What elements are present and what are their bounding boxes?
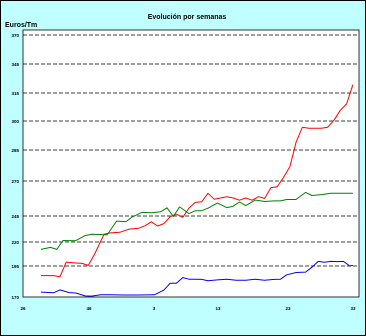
series-line-1: [41, 84, 354, 278]
chart-title: Evolución por semanas: [148, 14, 227, 21]
x-tick-label: 46: [86, 306, 92, 311]
x-tick-label: 3: [153, 306, 156, 311]
y-tick-label: 345: [11, 62, 19, 67]
x-tick-label: 33: [350, 306, 356, 311]
y-tick-label: 220: [11, 240, 19, 245]
y-tick-labels: 170 195 220 245 270 285 300 315 345 370: [11, 33, 19, 300]
y-tick-label: 195: [11, 264, 19, 269]
x-tick-label: 26: [20, 306, 26, 311]
plot-area: [23, 30, 359, 297]
y-tick-label: 170: [11, 295, 19, 300]
x-tick-label: 23: [285, 306, 291, 311]
y-tick-label: 370: [11, 33, 19, 38]
series-line-2: [40, 191, 353, 250]
gridlines: [23, 34, 359, 267]
y-tick-label: 270: [11, 179, 19, 184]
x-tick-label: 13: [215, 306, 221, 311]
y-tick-label: 315: [11, 91, 19, 96]
y-tick-label: 245: [11, 214, 19, 219]
x-tick-labels: 26 46 3 13 23 33: [20, 306, 356, 311]
y-axis-label: Euros/Tm: [5, 22, 37, 29]
series-line-3: [40, 260, 353, 297]
y-tick-label: 300: [11, 119, 19, 124]
series-lines: [40, 84, 354, 297]
plot-border: [22, 29, 360, 298]
y-tick-label: 285: [11, 148, 19, 153]
